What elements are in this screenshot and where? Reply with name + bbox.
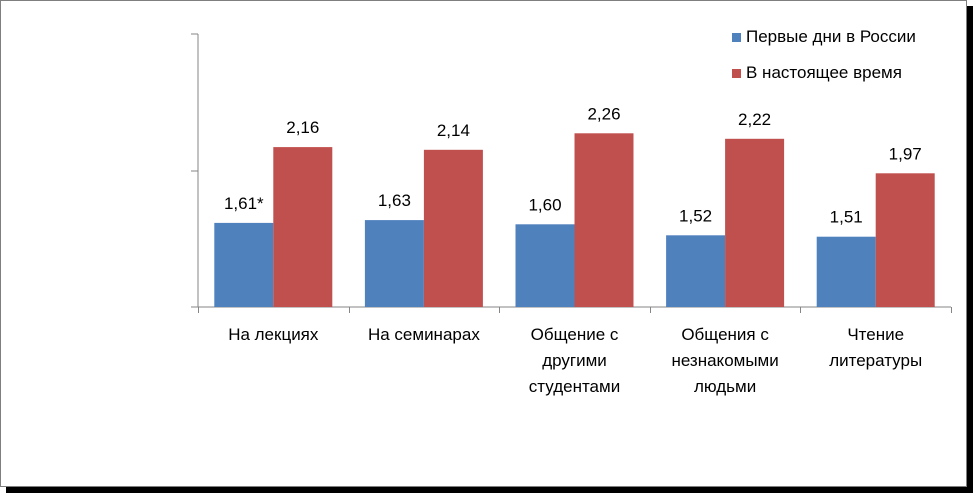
bar-series-1-cat-1 (214, 222, 274, 307)
data-label-series-1-cat-5: 1,51 (830, 208, 863, 227)
bar-series-1-cat-5 (816, 236, 876, 307)
legend-label-series-1: Первые дни в России (746, 27, 916, 46)
legend: Первые дни в России В настоящее время (732, 19, 916, 91)
x-axis-ticks (198, 307, 952, 313)
legend-item-series-2: В настоящее время (732, 55, 916, 91)
category-label-4-line-2: незнакомыми (671, 351, 778, 370)
legend-swatch-blue (732, 32, 741, 42)
bar-chart: 1,61* 2,16 1,63 2,14 1,60 2,26 1,52 2,22 1,51 1,9… (191, 33, 952, 396)
category-label-4-line-1: Общения с (681, 325, 769, 344)
legend-swatch-red (732, 68, 741, 78)
category-label-2-line-1: На семинарах (368, 325, 480, 344)
data-label-series-1-cat-4: 1,52 (679, 206, 712, 225)
value-labels: 1,61* 2,16 1,63 2,14 1,60 2,26 1,52 2,22 1,51 1,9… (224, 104, 922, 226)
legend-label-series-2: В настоящее время (746, 63, 902, 82)
category-labels: На лекциях На семинарах Общение с другими ст… (228, 325, 922, 396)
bar-series-1-cat-4 (666, 235, 726, 307)
category-label-5-line-1: Чтение (847, 325, 904, 344)
data-label-series-2-cat-3: 2,26 (587, 104, 620, 123)
bars-group (214, 133, 935, 307)
data-label-series-2-cat-2: 2,14 (437, 121, 470, 140)
category-label-5-line-2: литературы (829, 351, 922, 370)
category-label-3-line-3: студентами (529, 377, 620, 396)
data-label-series-1-cat-2: 1,63 (378, 191, 411, 210)
category-label-4-line-3: людьми (694, 377, 756, 396)
bar-series-2-cat-5 (875, 173, 935, 307)
bar-series-1-cat-2 (364, 220, 424, 307)
bar-series-2-cat-3 (574, 133, 634, 307)
data-label-series-2-cat-4: 2,22 (738, 110, 771, 129)
bar-series-2-cat-2 (423, 149, 483, 307)
data-label-series-1-cat-1: 1,61* (224, 194, 264, 213)
data-label-series-1-cat-3: 1,60 (528, 195, 561, 214)
category-label-1-line-1: На лекциях (228, 325, 319, 344)
bar-series-2-cat-4 (725, 138, 785, 307)
category-label-3-line-1: Общение с (531, 325, 619, 344)
data-label-series-2-cat-5: 1,97 (889, 144, 922, 163)
bar-series-1-cat-3 (515, 224, 575, 307)
category-label-3-line-2: другими (542, 351, 607, 370)
legend-item-series-1: Первые дни в России (732, 19, 916, 55)
chart-frame: 1,61* 2,16 1,63 2,14 1,60 2,26 1,52 2,22 1,51 1,9… (0, 0, 967, 487)
bar-series-2-cat-1 (273, 147, 333, 307)
data-label-series-2-cat-1: 2,16 (286, 118, 319, 137)
